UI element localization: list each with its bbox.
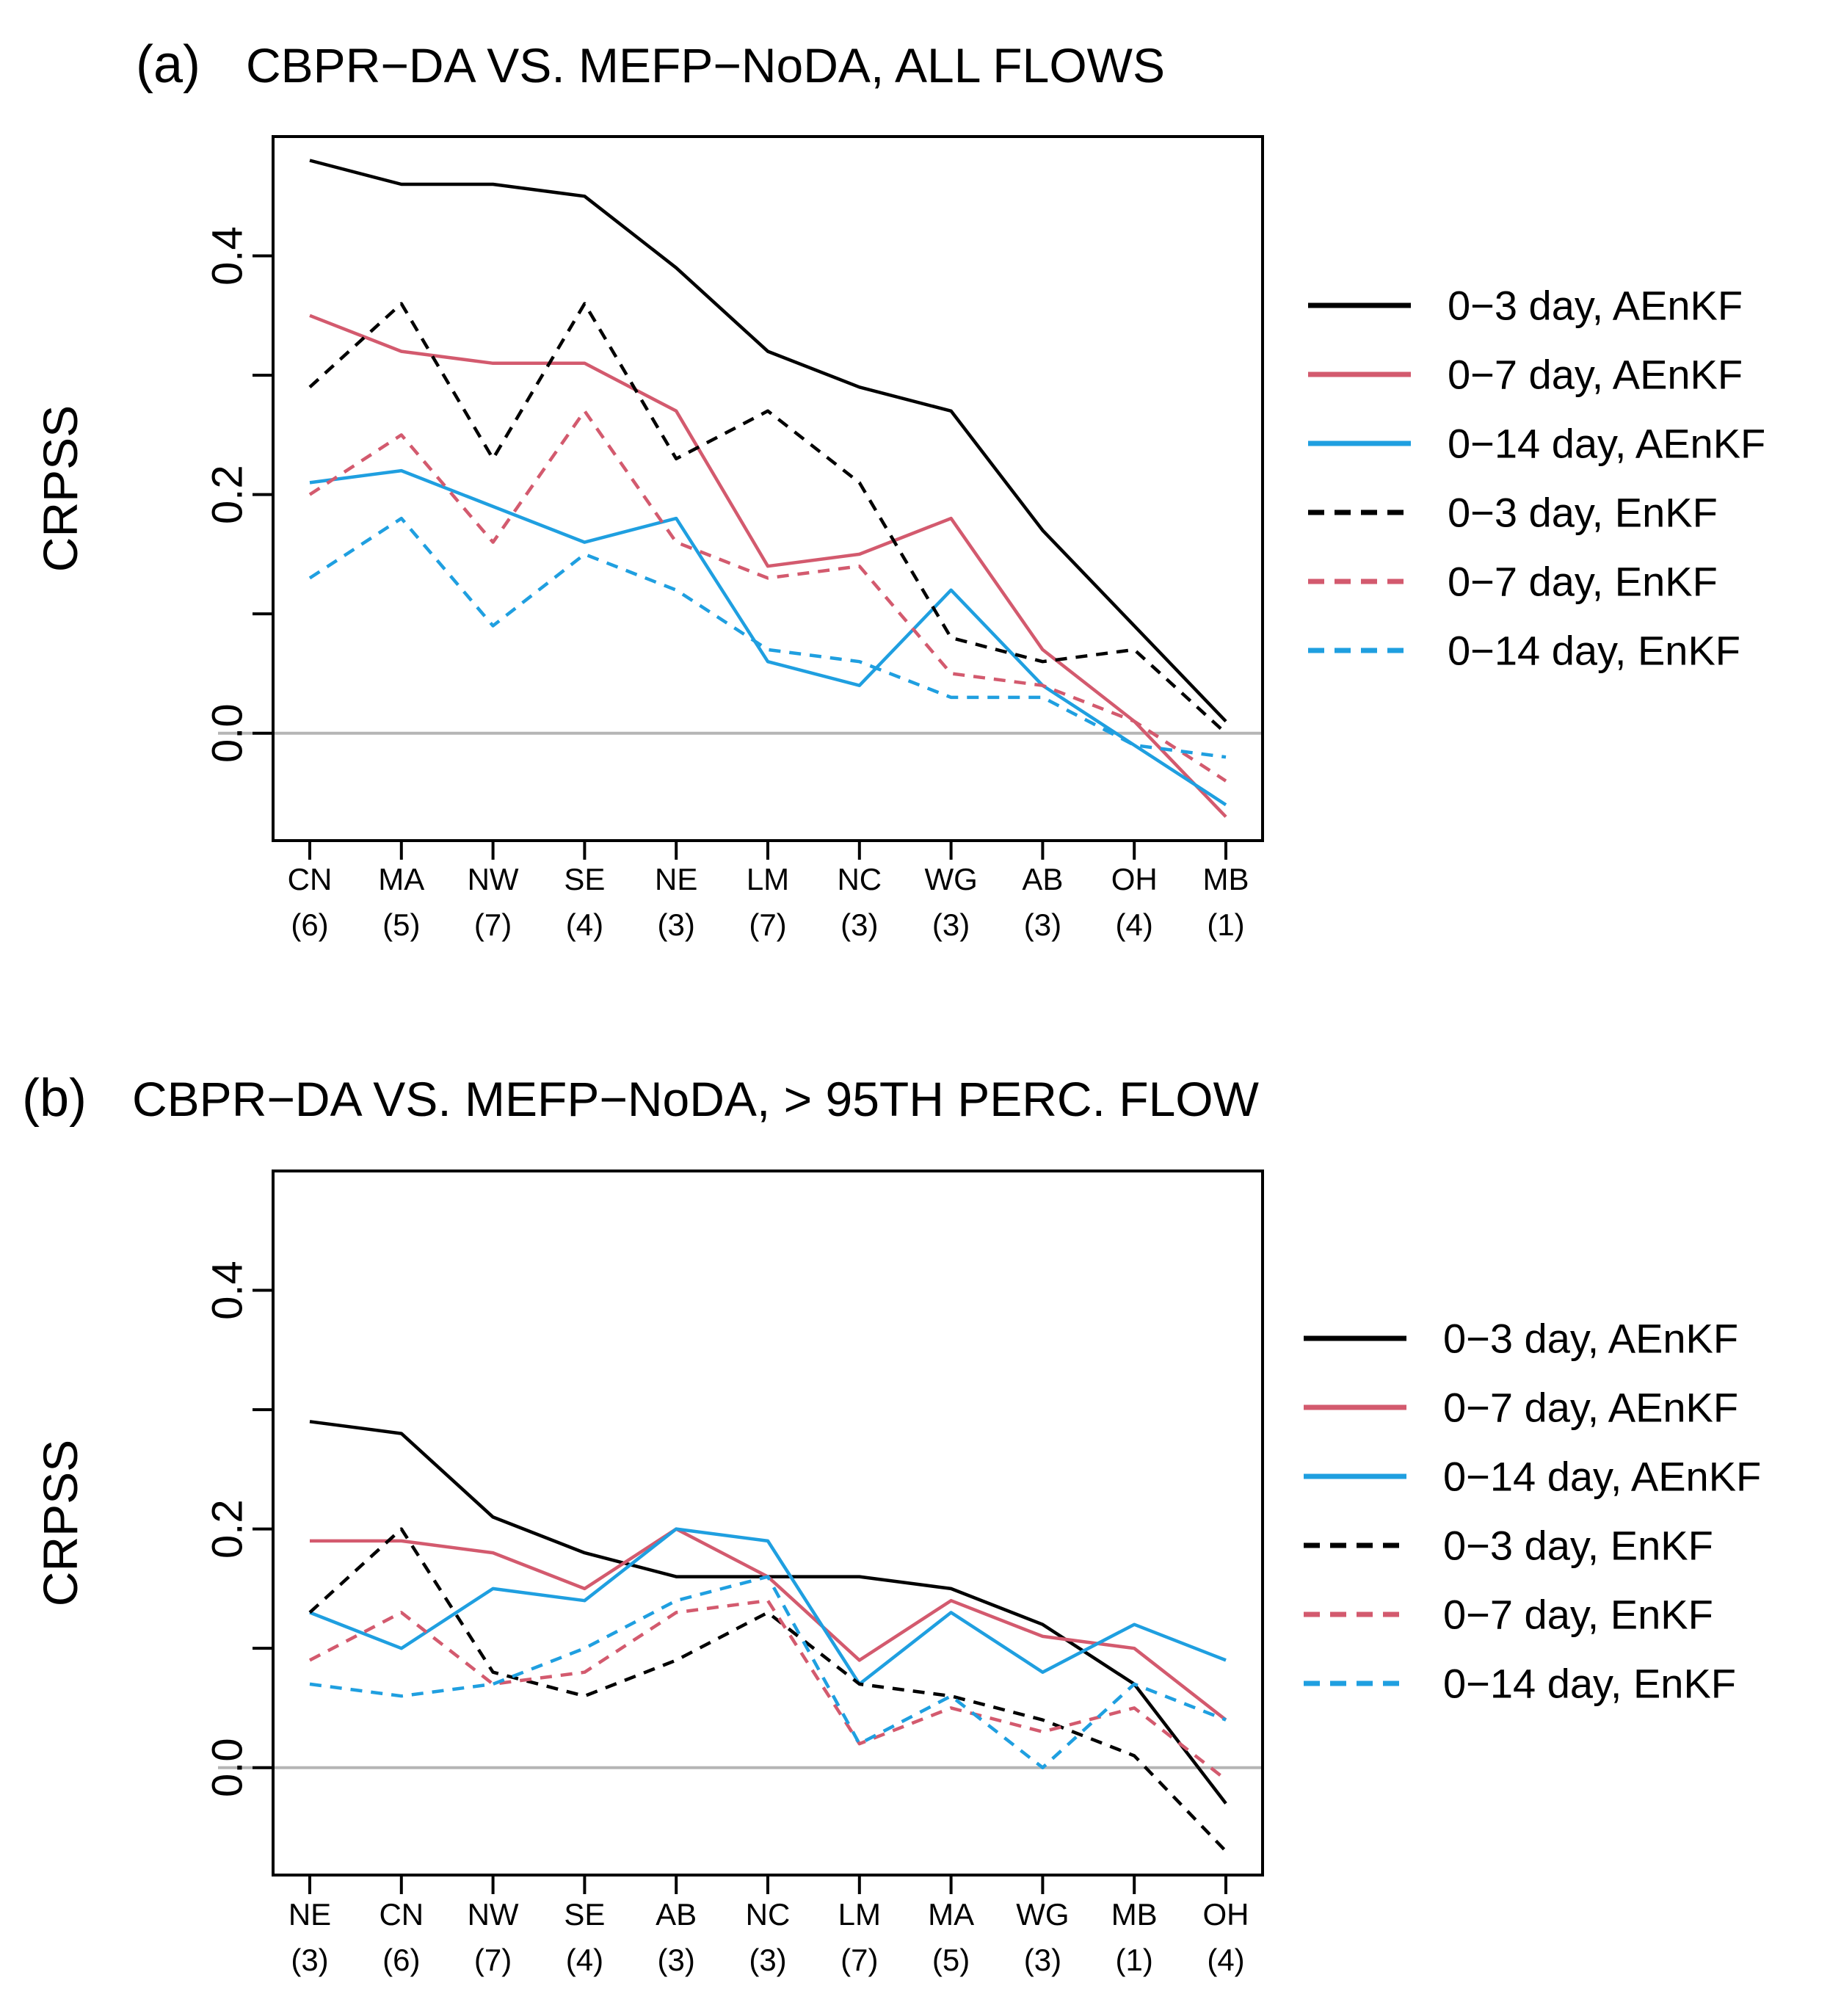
x-tick-count: (4) bbox=[1207, 1943, 1244, 1977]
y-tick-label: 0.4 bbox=[204, 226, 252, 286]
legend-label-5: 0−14 day, EnKF bbox=[1448, 628, 1740, 674]
y-tick-label: 0.0 bbox=[204, 1738, 252, 1797]
x-tick-count: (3) bbox=[658, 1943, 695, 1977]
x-tick-label: AB bbox=[656, 1897, 697, 1932]
legend-label-4: 0−7 day, EnKF bbox=[1448, 559, 1718, 605]
chart-title: CBPR−DA VS. MEFP−NoDA, ALL FLOWS bbox=[246, 38, 1165, 93]
plot-frame bbox=[272, 135, 1264, 842]
legend-label-2: 0−14 day, AEnKF bbox=[1443, 1454, 1761, 1500]
x-tick-count: (4) bbox=[566, 907, 603, 942]
series-line-2 bbox=[309, 1527, 1227, 1686]
x-tick-label: MA bbox=[928, 1897, 974, 1932]
x-tick-label: CN bbox=[288, 862, 333, 896]
legend-label-1: 0−7 day, AEnKF bbox=[1443, 1385, 1738, 1431]
series-line-5 bbox=[309, 1575, 1227, 1769]
x-tick-label: OH bbox=[1111, 862, 1158, 896]
x-tick-count: (3) bbox=[291, 1943, 328, 1977]
x-tick-label: LM bbox=[747, 862, 789, 896]
legend-label-2: 0−14 day, AEnKF bbox=[1448, 421, 1765, 467]
y-axis-label: CRPSS bbox=[33, 405, 87, 572]
legend-label-0: 0−3 day, AEnKF bbox=[1443, 1316, 1738, 1362]
x-tick-count: (6) bbox=[291, 907, 328, 942]
panel-letter: (a) bbox=[136, 35, 200, 94]
x-tick-label: NC bbox=[837, 862, 882, 896]
x-tick-label: WG bbox=[924, 862, 977, 896]
x-tick-label: NE bbox=[288, 1897, 331, 1932]
x-tick-label: OH bbox=[1203, 1897, 1249, 1932]
series-line-5 bbox=[308, 516, 1227, 759]
x-tick-count: (7) bbox=[474, 1943, 512, 1977]
series-line-1 bbox=[310, 1527, 1227, 1722]
series-line-1 bbox=[309, 313, 1227, 819]
x-tick-count: (3) bbox=[932, 907, 970, 942]
x-tick-count: (3) bbox=[749, 1943, 786, 1977]
x-tick-label: SE bbox=[564, 1897, 605, 1932]
x-tick-label: WG bbox=[1016, 1897, 1069, 1932]
x-tick-count: (3) bbox=[1024, 1943, 1061, 1977]
x-tick-count: (5) bbox=[932, 1943, 970, 1977]
x-tick-label: LM bbox=[838, 1897, 881, 1932]
x-tick-count: (3) bbox=[658, 907, 695, 942]
x-tick-label: NC bbox=[746, 1897, 791, 1932]
x-tick-count: (6) bbox=[382, 1943, 420, 1977]
x-tick-count: (7) bbox=[474, 907, 512, 942]
x-tick-count: (5) bbox=[382, 907, 420, 942]
x-tick-count: (3) bbox=[1024, 907, 1061, 942]
panel-a: (a) CBPR−DA VS. MEFP−NoDA, ALL FLOWS CRPSS… bbox=[33, 35, 1765, 942]
x-tick-label: NE bbox=[655, 862, 697, 896]
chart-title: CBPR−DA VS. MEFP−NoDA, > 95TH PERC. FLOW bbox=[132, 1072, 1260, 1126]
legend-label-1: 0−7 day, AEnKF bbox=[1448, 352, 1743, 398]
x-tick-label: SE bbox=[564, 862, 605, 896]
x-tick-label: NW bbox=[468, 1897, 519, 1932]
panel-letter: (b) bbox=[22, 1069, 87, 1128]
x-tick-count: (4) bbox=[566, 1943, 603, 1977]
x-tick-count: (3) bbox=[840, 907, 878, 942]
y-tick-label: 0.4 bbox=[204, 1261, 252, 1320]
x-tick-label: AB bbox=[1022, 862, 1063, 896]
legend-label-5: 0−14 day, EnKF bbox=[1443, 1661, 1736, 1707]
x-tick-label: MA bbox=[378, 862, 424, 896]
legend-label-3: 0−3 day, EnKF bbox=[1443, 1523, 1713, 1569]
series-line-3 bbox=[308, 302, 1227, 735]
x-tick-count: (4) bbox=[1116, 907, 1153, 942]
plot-frame bbox=[272, 1170, 1264, 1877]
x-tick-count: (1) bbox=[1207, 907, 1244, 942]
y-tick-label: 0.2 bbox=[204, 1499, 252, 1559]
legend-label-4: 0−7 day, EnKF bbox=[1443, 1592, 1713, 1638]
y-axis-label: CRPSS bbox=[33, 1440, 87, 1606]
x-tick-label: NW bbox=[468, 862, 519, 896]
panel-b: (b) CBPR−DA VS. MEFP−NoDA, > 95TH PERC. F… bbox=[22, 1069, 1761, 1977]
series-line-0 bbox=[309, 159, 1227, 723]
legend-label-0: 0−3 day, AEnKF bbox=[1448, 283, 1743, 329]
x-tick-label: CN bbox=[379, 1897, 424, 1932]
series-line-3 bbox=[308, 1527, 1227, 1853]
y-tick-label: 0.2 bbox=[204, 465, 252, 524]
series-line-2 bbox=[309, 468, 1227, 807]
x-tick-label: MB bbox=[1203, 862, 1249, 896]
y-tick-label: 0.0 bbox=[204, 703, 252, 763]
series-line-0 bbox=[309, 1420, 1227, 1805]
series-line-4 bbox=[308, 409, 1227, 783]
x-tick-count: (7) bbox=[749, 907, 786, 942]
x-tick-count: (1) bbox=[1116, 1943, 1153, 1977]
x-tick-label: MB bbox=[1111, 1897, 1158, 1932]
x-tick-count: (7) bbox=[840, 1943, 878, 1977]
series-line-4 bbox=[308, 1598, 1227, 1781]
legend-label-3: 0−3 day, EnKF bbox=[1448, 490, 1718, 536]
